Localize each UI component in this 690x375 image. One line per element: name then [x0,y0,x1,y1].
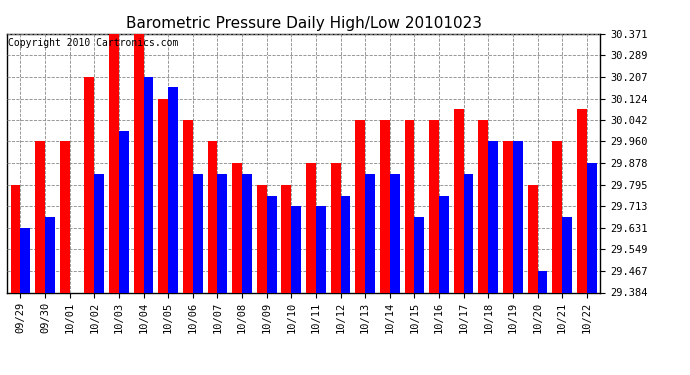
Bar [577,109,586,292]
Bar [217,174,227,292]
Bar [168,87,178,292]
Bar [404,120,415,292]
Bar [84,77,95,292]
Bar [513,141,523,292]
Bar [390,174,400,292]
Bar [331,163,341,292]
Bar [144,77,153,292]
Bar [193,174,203,292]
Bar [415,217,424,292]
Bar [282,185,291,292]
Bar [439,195,449,292]
Bar [538,271,547,292]
Bar [109,34,119,292]
Bar [21,228,30,292]
Bar [380,120,390,292]
Bar [316,206,326,292]
Bar [119,131,129,292]
Text: Copyright 2010 Cartronics.com: Copyright 2010 Cartronics.com [8,38,179,48]
Bar [208,141,217,292]
Bar [562,217,572,292]
Bar [266,195,277,292]
Bar [429,120,439,292]
Bar [158,99,168,292]
Bar [291,206,301,292]
Bar [257,185,266,292]
Bar [134,34,144,292]
Bar [233,163,242,292]
Bar [183,120,193,292]
Bar [478,120,489,292]
Bar [341,195,351,292]
Bar [60,141,70,292]
Bar [10,185,21,292]
Bar [586,163,597,292]
Bar [489,141,498,292]
Bar [365,174,375,292]
Bar [454,109,464,292]
Bar [464,174,473,292]
Bar [355,120,365,292]
Bar [45,217,55,292]
Bar [242,174,252,292]
Title: Barometric Pressure Daily High/Low 20101023: Barometric Pressure Daily High/Low 20101… [126,16,482,31]
Bar [95,174,104,292]
Bar [306,163,316,292]
Bar [35,141,45,292]
Bar [552,141,562,292]
Bar [528,185,538,292]
Bar [503,141,513,292]
